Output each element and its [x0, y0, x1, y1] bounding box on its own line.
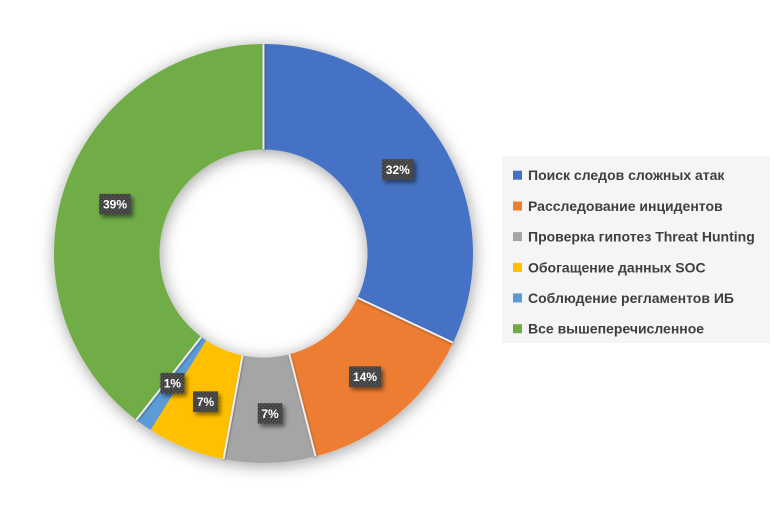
- svg-text:Поиск следов сложных атак: Поиск следов сложных атак: [528, 167, 725, 183]
- svg-text:Все вышеперечисленное: Все вышеперечисленное: [528, 321, 704, 337]
- svg-text:Расследование инцидентов: Расследование инцидентов: [528, 198, 723, 214]
- svg-text:Соблюдение регламентов ИБ: Соблюдение регламентов ИБ: [528, 290, 734, 306]
- svg-text:32%: 32%: [386, 163, 410, 177]
- svg-text:14%: 14%: [353, 370, 377, 384]
- svg-text:7%: 7%: [197, 395, 215, 409]
- svg-text:7%: 7%: [261, 407, 279, 421]
- svg-text:Обогащение данных SOC: Обогащение данных SOC: [528, 259, 706, 275]
- svg-text:Проверка гипотез Threat Huntin: Проверка гипотез Threat Hunting: [528, 229, 755, 245]
- svg-text:39%: 39%: [103, 198, 127, 212]
- svg-text:1%: 1%: [164, 377, 182, 391]
